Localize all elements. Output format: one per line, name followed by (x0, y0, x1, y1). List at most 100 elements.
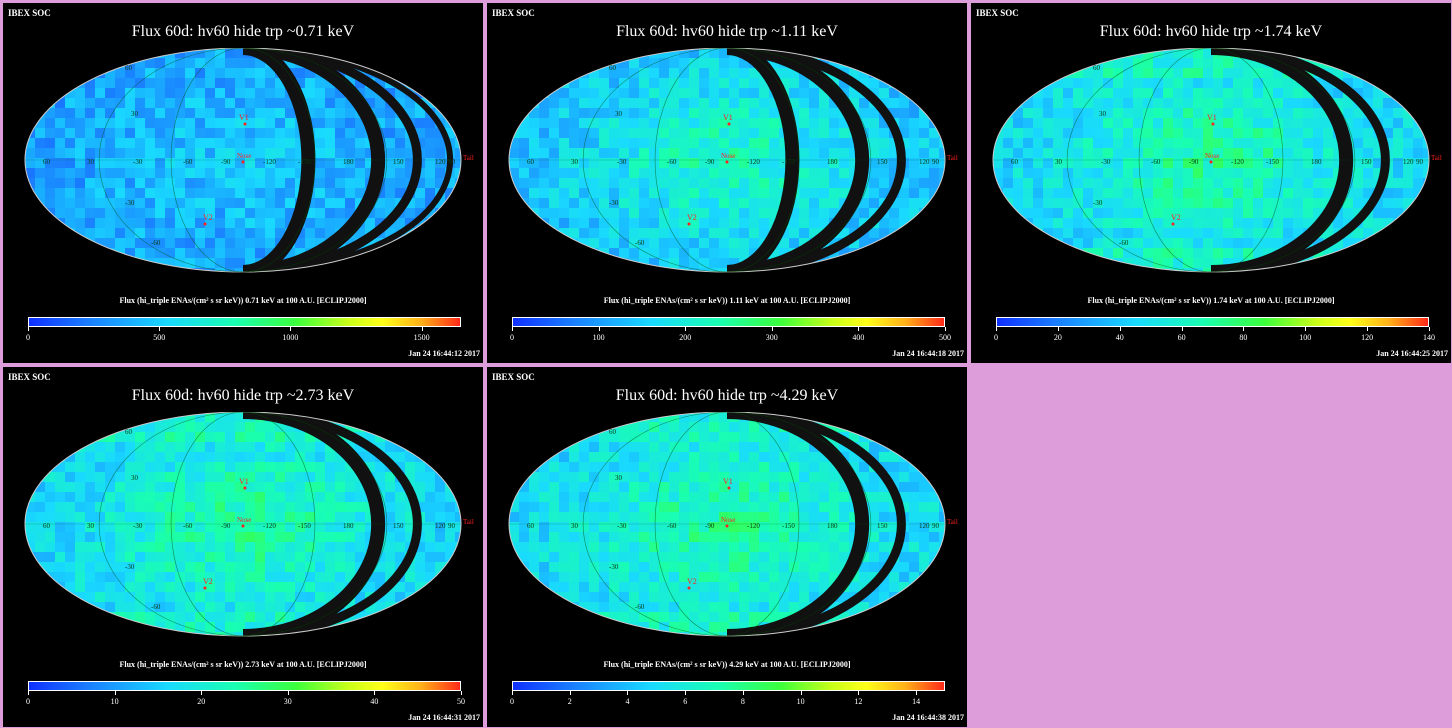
longitude-label: -30 (1101, 158, 1111, 166)
colorbar-tick-mark (742, 691, 744, 695)
colorbar-tick-label: 4 (625, 697, 630, 706)
longitude-label: 60 (43, 158, 51, 166)
latitude-label: 60 (609, 428, 617, 436)
longitude-label: -60 (183, 158, 193, 166)
colorbar-ticks: 0 2 4 6 8 10 12 14 (510, 691, 945, 709)
v1-marker-label: V1 (723, 113, 733, 122)
longitude-label: 30 (1055, 158, 1063, 166)
longitude-label: -90 (705, 522, 715, 530)
colorbar-tick-label: 0 (510, 333, 514, 342)
marker-dot (1209, 160, 1213, 164)
longitude-label: 120 (435, 158, 446, 166)
colorbar-tick-mark (771, 327, 773, 331)
colorbar-tick-mark (1305, 327, 1307, 331)
tail-marker-label: Tail (947, 154, 958, 162)
latitude-label: -60 (151, 239, 161, 247)
latitude-label: 30 (131, 110, 139, 118)
map-title: Flux 60d: hv60 hide trp ~2.73 keV (131, 387, 355, 404)
nose-marker-label: Nose (237, 516, 251, 524)
colorbar-tick-label: 8 (740, 697, 745, 706)
colorbar-tick-label: 30 (283, 697, 292, 706)
latitude-label: -60 (635, 603, 645, 611)
timestamp: Jan 24 16:44:31 2017 (408, 713, 480, 722)
longitude-label: 150 (877, 522, 888, 530)
colorbar-tick-mark (1057, 327, 1059, 331)
colorbar-tick-label: 20 (197, 697, 206, 706)
latitude-label: -30 (609, 563, 619, 571)
latitude-label: 30 (131, 474, 139, 482)
colorbar (512, 681, 945, 691)
colorbar-tick-label: 40 (1115, 333, 1124, 342)
sky-map-panel: IBEX SOC Flux 60d: hv60 hide trp ~1.11 ke… (487, 3, 967, 363)
colorbar-tick-label: 0 (994, 333, 998, 342)
colorbar-tick-mark (916, 691, 918, 695)
longitude-label: 90 (932, 158, 940, 166)
colorbar-caption: Flux (hi_triple ENAs/(cm² s sr keV)) 0.7… (119, 296, 367, 305)
colorbar-tick-label: 12 (854, 697, 863, 706)
marker-dot (203, 222, 207, 226)
colorbar-tick-label: 500 (153, 333, 166, 342)
latitude-label: 30 (1099, 110, 1107, 118)
v2-marker-label: V2 (203, 577, 213, 586)
colorbar-tick-mark (858, 327, 860, 331)
longitude-label: 120 (435, 522, 446, 530)
colorbar-tick-label: 0 (26, 333, 30, 342)
longitude-label: -150 (298, 158, 311, 166)
longitude-label: 60 (527, 158, 535, 166)
longitude-label: -90 (1189, 158, 1199, 166)
timestamp: Jan 24 16:44:18 2017 (892, 349, 964, 358)
colorbar-tick-label: 140 (1423, 333, 1435, 342)
source-tag: IBEX SOC (976, 8, 1019, 18)
nose-marker-label: Nose (237, 152, 251, 160)
colorbar-tick-mark (159, 327, 161, 331)
longitude-label: -60 (1151, 158, 1161, 166)
colorbar-caption: Flux (hi_triple ENAs/(cm² s sr keV)) 2.7… (119, 660, 367, 669)
latitude-label: -30 (125, 199, 135, 207)
longitude-label: 180 (343, 158, 354, 166)
colorbar-tick-mark (685, 691, 687, 695)
nose-marker-label: Nose (721, 516, 735, 524)
marker-dot (203, 586, 207, 590)
mollweide-sky-map: 60 30 -30 -60 -90 -120 -150 180 150 120 90 60 30 -30 -… (508, 412, 958, 637)
colorbar-tick-label: 2 (567, 697, 572, 706)
colorbar-caption: Flux (hi_triple ENAs/(cm² s sr keV)) 4.2… (603, 660, 851, 669)
longitude-label: 90 (932, 522, 940, 530)
marker-dot (687, 586, 691, 590)
colorbar-ticks: 0 10 20 30 40 50 (26, 691, 465, 709)
longitude-label: 30 (571, 158, 579, 166)
tail-marker-label: Tail (463, 518, 474, 526)
longitude-label: -120 (263, 158, 276, 166)
colorbar-tick-label: 40 (370, 697, 379, 706)
sky-map-panel: IBEX SOC Flux 60d: hv60 hide trp ~4.29 ke… (487, 367, 967, 727)
timestamp: Jan 24 16:44:12 2017 (408, 349, 480, 358)
colorbar-caption: Flux (hi_triple ENAs/(cm² s sr keV)) 1.7… (1087, 296, 1335, 305)
colorbar-tick-mark (945, 327, 946, 331)
longitude-label: 60 (1011, 158, 1019, 166)
latitude-label: 60 (1093, 64, 1101, 72)
sky-map-panel: IBEX SOC Flux 60d: hv60 hide trp ~1.74 ke… (971, 3, 1451, 363)
v2-marker-label: V2 (203, 213, 213, 222)
marker-dot (727, 486, 731, 490)
marker-dot (243, 122, 247, 126)
colorbar-tick-mark (1367, 327, 1369, 331)
colorbar-tick-label: 0 (510, 697, 514, 706)
colorbar-tick-label: 0 (26, 697, 30, 706)
colorbar-tick-mark (996, 327, 997, 331)
colorbar-tick-mark (512, 327, 513, 331)
colorbar-tick-mark (290, 327, 292, 331)
colorbar-tick-label: 100 (1299, 333, 1312, 342)
colorbar-tick-label: 1500 (413, 333, 430, 342)
colorbar-tick-label: 10 (110, 697, 119, 706)
latitude-label: -60 (1119, 239, 1129, 247)
v2-marker-label: V2 (687, 577, 697, 586)
colorbar-tick-mark (685, 327, 687, 331)
colorbar (28, 681, 461, 691)
map-title: Flux 60d: hv60 hide trp ~1.11 keV (616, 23, 838, 40)
colorbar-tick-label: 10 (796, 697, 805, 706)
colorbar-tick-mark (512, 691, 513, 695)
marker-dot (241, 524, 245, 528)
sky-map-panel: IBEX SOC Flux 60d: hv60 hide trp ~0.71 ke… (3, 3, 483, 363)
longitude-label: -90 (221, 158, 231, 166)
marker-dot (241, 160, 245, 164)
colorbar-tick-mark (461, 691, 462, 695)
